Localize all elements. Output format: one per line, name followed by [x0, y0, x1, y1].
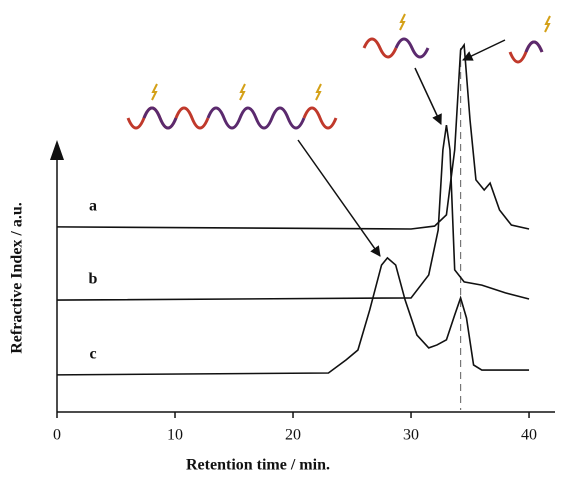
x-tick-label: 10: [167, 427, 183, 444]
trace: [56, 256, 530, 376]
trace-label: c: [89, 346, 96, 363]
x-tick-label: 40: [521, 427, 537, 444]
arrow: [414, 67, 442, 125]
trace-label: a: [89, 198, 97, 215]
x-tick-label: 0: [53, 427, 61, 444]
x-axis-label: Retention time / min.: [186, 457, 330, 474]
trace-label: b: [89, 271, 98, 288]
x-tick-label: 20: [285, 427, 301, 444]
trace: [56, 124, 530, 301]
y-axis-label: Refractive Index / a.u.: [9, 202, 26, 354]
helix-unit: [508, 15, 551, 64]
trace: [56, 42, 530, 230]
x-tick-label: 30: [403, 427, 419, 444]
y-axis-arrow: [50, 140, 64, 160]
helix-mid: [362, 13, 430, 59]
helix-long: [126, 83, 338, 130]
arrow: [297, 139, 381, 257]
arrow: [462, 39, 506, 61]
